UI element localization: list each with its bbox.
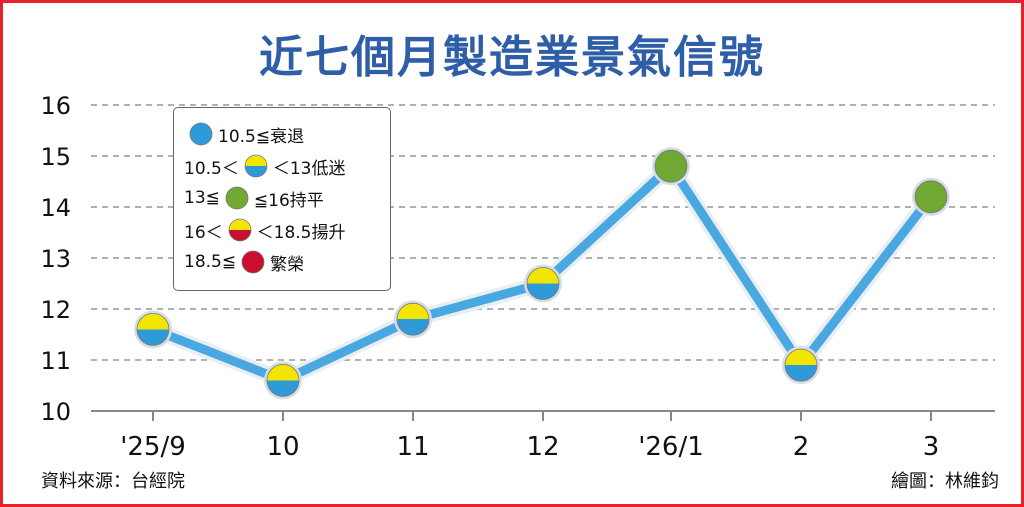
- legend-before-text: 10.5＜: [184, 158, 239, 179]
- data-point: [914, 180, 948, 214]
- red-signal-icon: [241, 250, 265, 274]
- legend-after-text: 繁榮: [270, 254, 305, 275]
- y-tick-label: 13: [40, 245, 71, 273]
- x-tick-label: 2: [793, 432, 810, 462]
- legend: 10.5≦衰退 10.5＜ ＜13低迷 13≦ ≦16持平 16＜ ＜18.5揚…: [173, 107, 391, 291]
- data-point: [784, 348, 818, 382]
- data-point: [526, 267, 560, 300]
- y-tick-label: 10: [40, 398, 71, 426]
- legend-after-text: ＜18.5揚升: [256, 222, 346, 243]
- legend-item-low: 10.5＜ ＜13低迷: [184, 150, 390, 182]
- credit-note: 繪圖：林維鈞: [891, 471, 999, 492]
- legend-after-text: 10.5≦衰退: [218, 126, 305, 147]
- legend-item-stable: 13≦ ≦16持平: [184, 182, 390, 214]
- legend-before-text: 13≦: [184, 188, 220, 208]
- x-tick-label: 11: [396, 432, 429, 462]
- y-tick-label: 14: [40, 194, 71, 222]
- source-note: 資料來源：台經院: [41, 471, 185, 492]
- legend-item-rising: 16＜ ＜18.5揚升: [184, 214, 390, 246]
- legend-after-text: ≦16持平: [253, 190, 324, 211]
- data-point: [266, 363, 300, 397]
- x-tick-label: '25/9: [120, 432, 186, 462]
- x-tick-label: '26/1: [638, 432, 704, 462]
- data-point: [654, 149, 688, 183]
- legend-item-recession: 10.5≦衰退: [184, 118, 390, 150]
- y-tick-label: 16: [40, 92, 71, 120]
- x-tick-label: 10: [266, 432, 299, 462]
- data-point: [136, 312, 170, 346]
- yellow-red-signal-icon: [228, 218, 252, 242]
- line-chart: 10 11 12 13 14 15 16 '25/9 10 11 12 '26/1 2 3: [40, 92, 995, 462]
- y-tick-label: 11: [40, 347, 71, 375]
- yellow-blue-signal-icon: [244, 154, 268, 178]
- chart-title: 近七個月製造業景氣信號: [259, 32, 765, 83]
- x-tick-label: 3: [923, 432, 940, 462]
- legend-before-text: 16＜: [184, 222, 223, 243]
- y-tick-label: 12: [40, 296, 71, 324]
- y-tick-label: 15: [40, 143, 71, 171]
- legend-item-boom: 18.5≦ 繁榮: [184, 246, 390, 278]
- data-point: [396, 302, 430, 336]
- legend-after-text: ＜13低迷: [272, 158, 346, 179]
- x-tick-label: 12: [526, 432, 559, 462]
- green-signal-icon: [225, 186, 249, 210]
- blue-signal-icon: [189, 122, 213, 146]
- legend-before-text: 18.5≦: [184, 252, 237, 272]
